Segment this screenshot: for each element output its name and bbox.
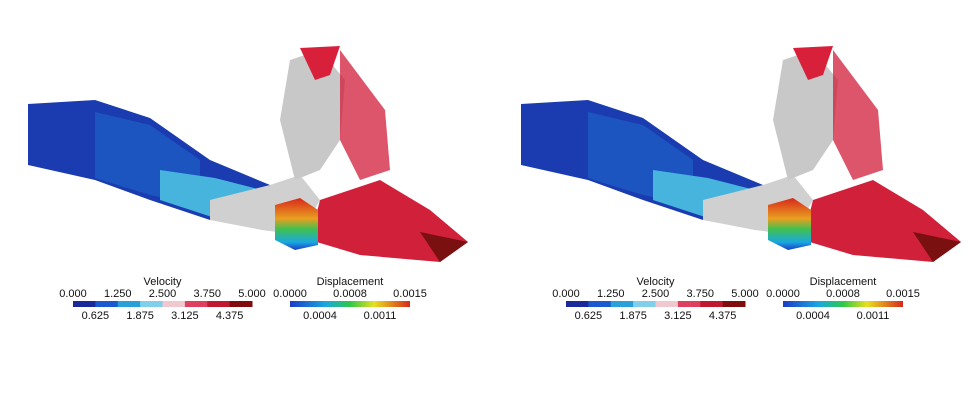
tick-label: 1.875 [619,310,647,322]
splash [793,46,833,80]
colorbar-segment [184,301,208,307]
tick-label: 0.0004 [303,310,337,322]
tick-label: 0.0008 [333,288,367,300]
colorbar [290,301,410,307]
colorbar-segment [207,301,231,307]
colorbar-segment [677,301,701,307]
colorbar-segment [610,301,634,307]
simulation-render [521,46,961,262]
tick-label: 0.0000 [273,288,307,300]
tick-label: 0.0004 [796,310,830,322]
tick-label: 3.750 [686,288,714,300]
tick-label: 0.0015 [886,288,920,300]
tick-label: 0.0015 [393,288,427,300]
tick-label: 5.000 [731,288,759,300]
colorbar-segment [95,301,119,307]
splash [833,50,883,180]
tick-label: 0.0008 [826,288,860,300]
tick-label: 3.125 [664,310,692,322]
tick-label: 1.250 [597,288,625,300]
colorbar-segment [566,301,589,307]
legend-title: Displacement [810,276,877,288]
tick-label: 5.000 [238,288,266,300]
tick-label: 3.750 [193,288,221,300]
tick-label: 4.375 [709,310,737,322]
colorbar-segment [722,301,746,307]
splash [340,50,390,180]
colorbar-segment [229,301,253,307]
splash [300,46,340,80]
colorbar-segment [73,301,96,307]
colorbar-segment [117,301,141,307]
splash [913,232,961,262]
splash [420,232,468,262]
tick-label: 0.0011 [857,310,890,322]
legend-title: Velocity [144,276,182,288]
tick-label: 2.500 [642,288,670,300]
splash [773,50,838,180]
tick-label: 0.000 [552,288,580,300]
tick-label: 3.125 [171,310,199,322]
tick-label: 0.0011 [364,310,397,322]
simulation-render [28,46,468,262]
colorbar-segment [140,301,163,307]
tick-label: 0.000 [59,288,87,300]
tick-label: 0.0000 [766,288,800,300]
cube [768,198,811,250]
colorbar-segment [655,301,679,307]
tick-label: 0.625 [82,310,110,322]
legend-title: Velocity [637,276,675,288]
colorbar-segment [588,301,612,307]
tick-label: 4.375 [216,310,244,322]
colorbar-segment [162,301,186,307]
legend-title: Displacement [317,276,384,288]
colorbar [783,301,903,307]
colorbar-segment [700,301,724,307]
tick-label: 2.500 [149,288,177,300]
tick-label: 0.625 [575,310,603,322]
colorbar-segment [633,301,656,307]
tick-label: 1.250 [104,288,132,300]
splash [280,50,345,180]
cube [275,198,318,250]
tick-label: 1.875 [126,310,154,322]
